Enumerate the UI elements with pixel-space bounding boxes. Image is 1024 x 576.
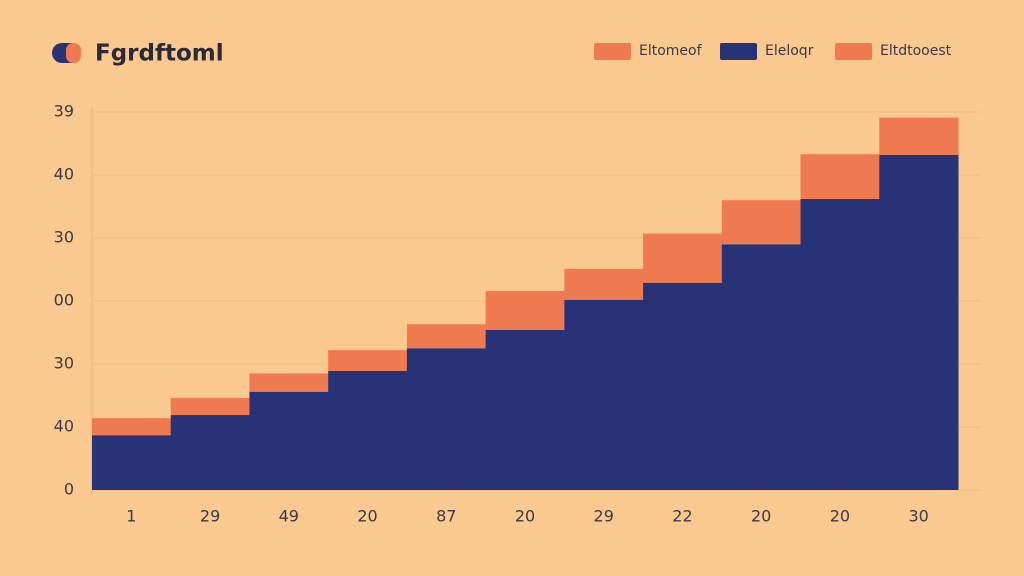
bar-segment bbox=[170, 398, 250, 416]
y-tick-label: 00 bbox=[54, 291, 74, 310]
bar-segment bbox=[249, 373, 329, 392]
x-tick-label: 20 bbox=[751, 507, 771, 526]
legend-swatch bbox=[720, 43, 757, 60]
bar-segment bbox=[485, 290, 565, 330]
bar-segment bbox=[800, 198, 880, 490]
x-tick-label: 20 bbox=[515, 507, 535, 526]
x-tick-label: 29 bbox=[594, 507, 614, 526]
y-tick-label: 40 bbox=[54, 417, 74, 436]
bar-segment bbox=[92, 418, 172, 436]
bar-segment bbox=[879, 154, 959, 490]
x-tick-label: 20 bbox=[357, 507, 377, 526]
x-tick-label: 87 bbox=[436, 507, 456, 526]
bar-segment bbox=[800, 154, 880, 199]
legend-swatch bbox=[835, 43, 872, 60]
bar-segment bbox=[170, 415, 250, 490]
x-tick-label: 22 bbox=[672, 507, 692, 526]
y-tick-label: 0 bbox=[64, 480, 74, 499]
bar-segment bbox=[406, 324, 487, 349]
x-tick-label: 49 bbox=[279, 507, 299, 526]
title-icon-half bbox=[66, 43, 81, 63]
x-tick-label: 1 bbox=[126, 507, 136, 526]
legend-label: Eltomeof bbox=[639, 43, 703, 59]
y-tick-label: 40 bbox=[54, 165, 74, 184]
chart-title: Fgrdftoml bbox=[95, 41, 224, 67]
bar-segment bbox=[406, 348, 487, 490]
bar-segment bbox=[328, 350, 408, 371]
bar-segment bbox=[643, 233, 723, 283]
bar-segment bbox=[328, 370, 408, 490]
bar-segment bbox=[249, 391, 329, 490]
x-tick-label: 20 bbox=[830, 507, 850, 526]
bar-segment bbox=[564, 299, 644, 490]
legend-label: Eltdtooest bbox=[880, 43, 952, 59]
bar-segment bbox=[721, 244, 802, 490]
bar-segment bbox=[643, 282, 723, 490]
y-tick-label: 39 bbox=[54, 102, 74, 121]
x-tick-label: 30 bbox=[908, 507, 928, 526]
bar-segment bbox=[879, 117, 959, 155]
legend-swatch bbox=[594, 43, 631, 60]
y-tick-label: 30 bbox=[54, 354, 74, 373]
legend-label: Eleloqr bbox=[765, 43, 814, 59]
bar-segment bbox=[485, 329, 565, 490]
bar-segment bbox=[721, 200, 802, 245]
y-tick-label: 30 bbox=[54, 228, 74, 247]
bar-segment bbox=[564, 268, 644, 300]
bar-segment bbox=[92, 435, 172, 490]
x-tick-label: 29 bbox=[200, 507, 220, 526]
